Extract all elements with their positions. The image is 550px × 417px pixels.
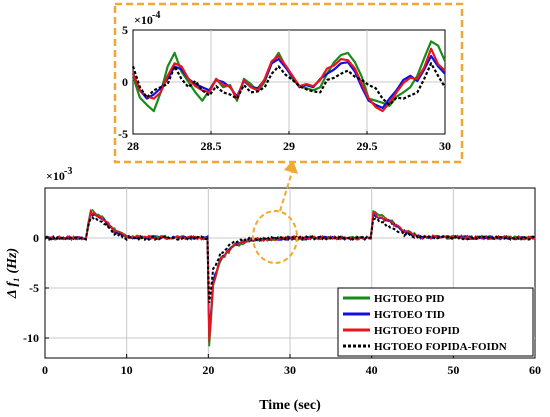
legend-entry-label: HGTOEO FOPIDA-FOIDN (374, 341, 507, 353)
main-x-ticks: 0 10 20 30 40 50 60 (42, 354, 541, 377)
x-axis-label: Time (sec) (259, 398, 321, 413)
inset-series-line (131, 47, 446, 113)
zoom-connector (279, 171, 293, 212)
zoom-arrowhead (284, 160, 298, 174)
inset-x-tick-label: 30 (439, 139, 451, 153)
inset-y-tick-label: 5 (122, 23, 128, 37)
inset-series-group (131, 40, 447, 113)
main-series-group (44, 208, 536, 347)
legend-items: HGTOEO PID HGTOEO TID HGTOEO FOPID HGTOEO F… (343, 293, 507, 353)
y-axis-label: Δ f₁ (Hz) (5, 248, 20, 299)
inset-y-ticks: -5 0 5 (118, 23, 128, 141)
zoom-callout (252, 160, 298, 264)
main-y-tick-label: 0 (33, 231, 39, 245)
inset-y-tick-label: -5 (118, 127, 128, 141)
legend-entry-label: HGTOEO PID (374, 293, 444, 305)
legend-box (337, 287, 534, 357)
inset-x-tick-label: 28 (127, 139, 139, 153)
main-x-tick-label: 60 (529, 363, 541, 377)
inset-x-ticks: 28 28.5 29 29.5 30 (127, 131, 451, 153)
main-x-tick-label: 30 (284, 363, 296, 377)
legend: HGTOEO PID HGTOEO TID HGTOEO FOPID HGTOEO F… (337, 287, 534, 357)
main-exponent-base: ×10 (46, 169, 65, 183)
legend-entry-label: HGTOEO TID (374, 309, 445, 321)
inset-x-tick-label: 28.5 (201, 139, 222, 153)
inset-exponent-base: ×10 (134, 13, 153, 27)
inset-x-tick-label: 29.5 (357, 139, 378, 153)
inset-x-tick-label: 29 (283, 139, 295, 153)
inset-exponent-power: -4 (152, 10, 160, 21)
main-y-ticks: -10 -5 0 (23, 231, 49, 345)
inset-y-tick-label: 0 (122, 75, 128, 89)
main-y-tick-label: -10 (23, 331, 39, 345)
main-series-line (44, 216, 536, 304)
main-x-tick-label: 20 (202, 363, 214, 377)
inset-axes: 28 28.5 29 29.5 30 -5 0 5 ×10 -4 (113, 2, 464, 164)
main-x-tick-label: 50 (447, 363, 459, 377)
main-y-tick-label: -5 (29, 281, 39, 295)
main-x-tick-label: 0 (42, 363, 48, 377)
main-x-tick-label: 10 (121, 363, 133, 377)
main-x-tick-label: 40 (366, 363, 378, 377)
main-exponent-power: -3 (64, 166, 72, 177)
zoom-ellipse (252, 210, 298, 264)
legend-entry-label: HGTOEO FOPID (374, 325, 460, 337)
inset-series-line (131, 62, 446, 107)
